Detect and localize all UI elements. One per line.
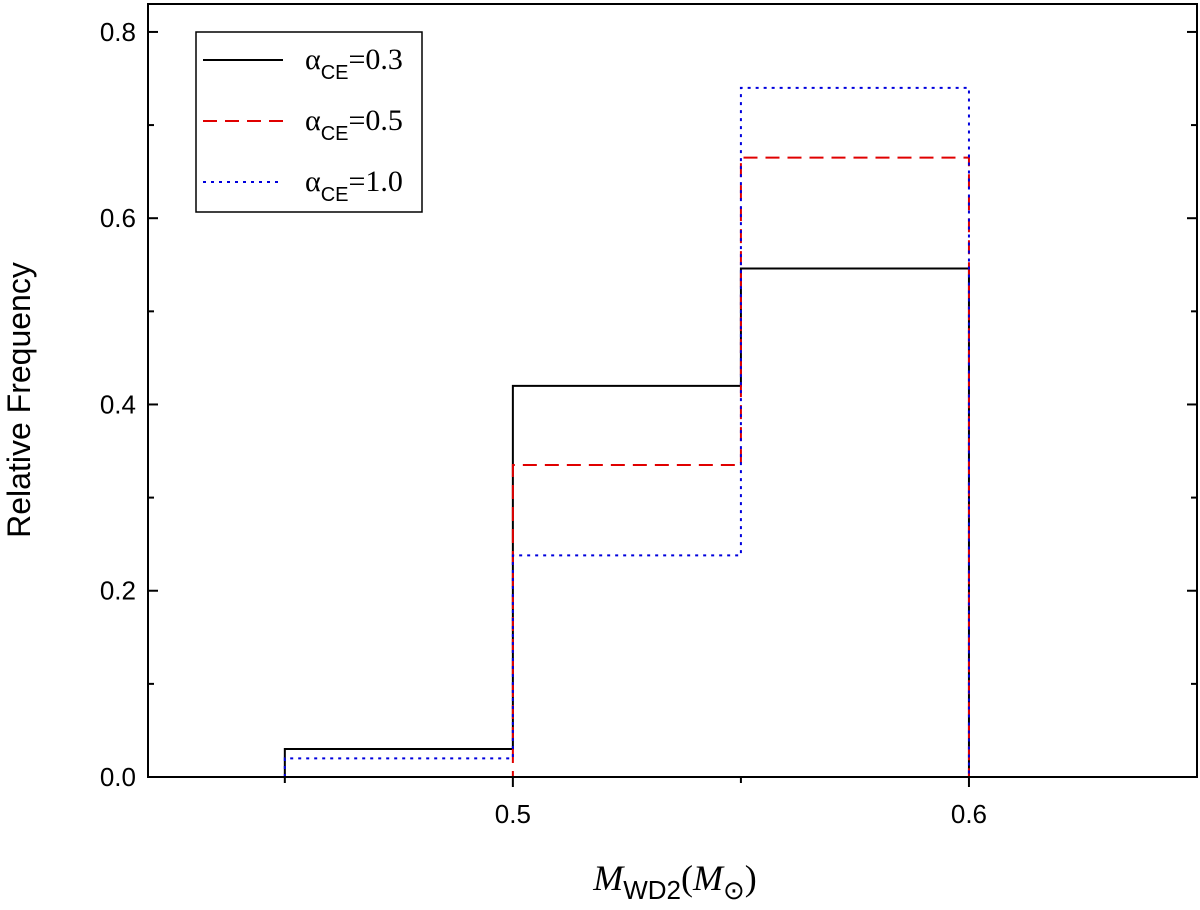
- x-tick-label: 0.6: [951, 799, 987, 829]
- legend-label-1: αCE=0.5: [305, 104, 403, 145]
- y-tick-label: 0.8: [100, 17, 136, 47]
- legend-value: =1.0: [349, 165, 403, 198]
- series-step-line-0: [283, 267, 970, 777]
- x-axis-label: MWD2(M⊙): [592, 858, 757, 905]
- x-label-close-paren: ): [745, 858, 757, 898]
- y-tick-label: 0.2: [100, 576, 136, 606]
- legend-subscript: CE: [321, 123, 349, 145]
- y-tick-label: 0.0: [100, 762, 136, 792]
- series-step-line-1: [284, 156, 970, 778]
- x-label-sun-symbol: ⊙: [723, 876, 745, 905]
- legend-label-0: αCE=0.3: [305, 43, 403, 84]
- series-step-line-2: [283, 86, 970, 777]
- legend-subscript: CE: [321, 184, 349, 206]
- x-tick-label: 0.5: [495, 799, 531, 829]
- legend-label-2: αCE=1.0: [305, 165, 403, 206]
- legend-value: =0.3: [349, 43, 403, 76]
- legend-alpha-symbol: α: [305, 104, 321, 137]
- tick-labels: 0.0 0.2 0.4 0.6 0.8 0.5 0.6: [100, 17, 987, 829]
- legend-alpha-symbol: α: [305, 43, 321, 76]
- y-axis-label: Relative Frequency: [1, 262, 37, 538]
- legend-alpha-symbol: α: [305, 165, 321, 198]
- legend-value: =0.5: [349, 104, 403, 137]
- x-label-unit-symbol: M: [692, 858, 725, 898]
- y-tick-label: 0.6: [100, 203, 136, 233]
- legend-subscript: CE: [321, 62, 349, 84]
- x-label-symbol: M: [592, 858, 625, 898]
- y-tick-label: 0.4: [100, 389, 136, 419]
- plot-frame: [147, 3, 1198, 778]
- x-label-subscript: WD2: [623, 875, 681, 905]
- x-label-open-paren: (: [681, 858, 693, 898]
